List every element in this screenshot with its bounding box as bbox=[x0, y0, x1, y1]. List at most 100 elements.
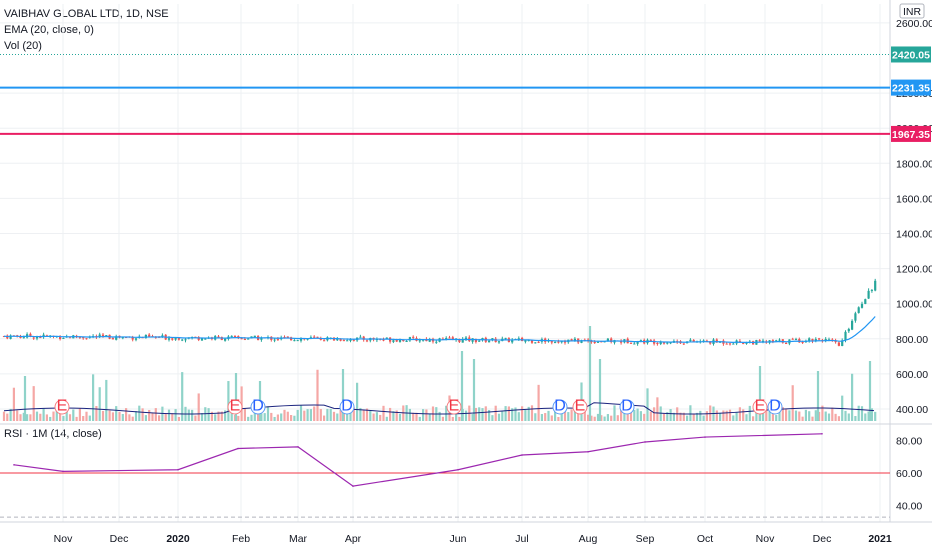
volume-bar bbox=[445, 405, 448, 421]
rsi-point bbox=[297, 446, 299, 448]
volume-bar bbox=[78, 408, 81, 421]
volume-bar bbox=[752, 416, 755, 421]
volume-bar bbox=[540, 414, 543, 421]
time-axis-label: Sep bbox=[636, 533, 655, 545]
rsi-indicator-label[interactable]: RSI · 1M (14, close) bbox=[4, 428, 102, 440]
candle-body bbox=[131, 337, 134, 340]
candle-body bbox=[9, 335, 12, 339]
price-axis-label: 1400.00 bbox=[896, 229, 932, 241]
candle-body bbox=[794, 338, 798, 340]
volume-indicator-label[interactable]: Vol (20) bbox=[4, 40, 42, 52]
candle-body bbox=[725, 343, 728, 345]
volume-bar bbox=[590, 415, 593, 421]
volume-bar bbox=[247, 416, 250, 421]
event-circle bbox=[250, 399, 266, 415]
candle-body bbox=[554, 342, 557, 344]
dividend-marker: D bbox=[250, 398, 266, 415]
volume-bar bbox=[623, 407, 626, 421]
volume-bar bbox=[868, 361, 872, 421]
candle-body bbox=[418, 340, 421, 342]
candle-body bbox=[167, 338, 171, 340]
candle-body bbox=[346, 340, 349, 342]
candle-body bbox=[253, 335, 256, 338]
candle-body bbox=[745, 342, 748, 344]
volume-bar bbox=[438, 411, 441, 421]
event-label: E bbox=[575, 398, 586, 415]
volume-bar bbox=[742, 409, 745, 421]
volume-bar bbox=[633, 410, 636, 421]
time-axis-label: Jun bbox=[450, 533, 467, 545]
candle-body bbox=[593, 341, 596, 344]
price-tag-box bbox=[891, 125, 931, 142]
candle-body bbox=[217, 336, 220, 338]
ema-indicator-label[interactable]: EMA (20, close, 0) bbox=[4, 24, 94, 36]
volume-bar bbox=[827, 413, 831, 421]
price-axis-label: 400.00 bbox=[896, 404, 928, 416]
volume-bar bbox=[19, 414, 22, 421]
candle-body bbox=[610, 338, 613, 343]
volume-bar bbox=[785, 409, 788, 421]
volume-bar bbox=[379, 414, 382, 421]
volume-bar bbox=[243, 408, 246, 421]
volume-bar bbox=[857, 405, 860, 421]
candle-body bbox=[860, 303, 864, 308]
price-tag-box bbox=[891, 79, 931, 96]
time-axis-label: Nov bbox=[54, 533, 73, 545]
time-axis-label: Oct bbox=[697, 533, 713, 545]
candle-body bbox=[323, 340, 326, 342]
candle-body bbox=[837, 342, 840, 346]
volume-bar bbox=[214, 414, 217, 421]
volume-bar bbox=[98, 387, 101, 421]
candle-body bbox=[428, 339, 431, 342]
volume-bar bbox=[451, 416, 454, 421]
volume-bar bbox=[296, 409, 299, 421]
candle-body bbox=[78, 336, 81, 338]
volume-bar bbox=[398, 413, 402, 421]
volume-bar bbox=[154, 408, 157, 421]
candle-body bbox=[537, 341, 540, 343]
candle-body bbox=[464, 337, 468, 340]
volume-bar bbox=[200, 413, 204, 421]
currency-label: INR bbox=[903, 6, 922, 18]
volume-bar bbox=[491, 415, 494, 421]
volume-bar bbox=[788, 410, 791, 421]
volume-bar bbox=[573, 409, 576, 421]
candle-body bbox=[339, 339, 342, 341]
volume-bar bbox=[811, 416, 814, 421]
volume-bar bbox=[174, 409, 177, 421]
candle-body bbox=[445, 337, 448, 340]
volume-bar bbox=[692, 413, 695, 421]
volume-bar bbox=[554, 410, 557, 421]
volume-bar bbox=[524, 409, 527, 421]
candle-body bbox=[283, 336, 286, 338]
volume-bar bbox=[537, 384, 540, 421]
rsi-point bbox=[352, 485, 354, 487]
volume-bar bbox=[369, 410, 372, 421]
volume-bar bbox=[224, 410, 227, 421]
candle-body bbox=[408, 337, 411, 341]
candle-body bbox=[715, 339, 718, 343]
volume-bar bbox=[689, 405, 692, 421]
candle-body bbox=[590, 341, 593, 343]
candle-body bbox=[669, 342, 672, 344]
candle-body bbox=[636, 341, 639, 344]
volume-bar bbox=[101, 410, 105, 421]
volume-bar bbox=[339, 409, 342, 421]
volume-bar bbox=[511, 408, 514, 421]
candle-body bbox=[504, 337, 507, 339]
volume-bar bbox=[669, 409, 672, 421]
volume-bar bbox=[263, 413, 266, 421]
time-axis-label: 2021 bbox=[868, 533, 892, 545]
volume-bar bbox=[649, 411, 652, 421]
candle-body bbox=[237, 336, 240, 338]
volume-bar bbox=[293, 415, 296, 421]
volume-bar bbox=[23, 376, 27, 421]
volume-bar bbox=[761, 412, 765, 421]
volume-bar bbox=[768, 406, 771, 421]
rsi-axis-label: 60.00 bbox=[896, 468, 922, 480]
candle-body bbox=[105, 335, 108, 337]
volume-bar bbox=[187, 409, 190, 421]
volume-bar bbox=[550, 415, 553, 421]
